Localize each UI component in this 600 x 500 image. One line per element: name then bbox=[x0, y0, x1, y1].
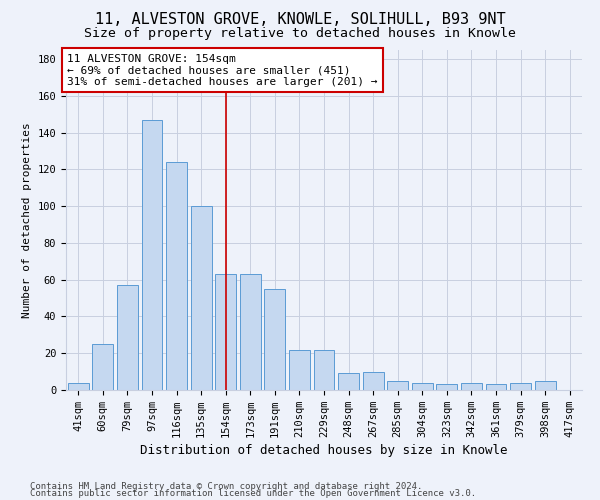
Bar bbox=[412, 382, 433, 390]
Bar bbox=[510, 382, 531, 390]
Bar bbox=[535, 381, 556, 390]
Bar bbox=[166, 162, 187, 390]
Bar bbox=[142, 120, 163, 390]
Text: 11 ALVESTON GROVE: 154sqm
← 69% of detached houses are smaller (451)
31% of semi: 11 ALVESTON GROVE: 154sqm ← 69% of detac… bbox=[67, 54, 378, 87]
Bar bbox=[215, 274, 236, 390]
Bar bbox=[191, 206, 212, 390]
Bar bbox=[68, 382, 89, 390]
Bar bbox=[265, 289, 286, 390]
Bar bbox=[240, 274, 261, 390]
Text: 11, ALVESTON GROVE, KNOWLE, SOLIHULL, B93 9NT: 11, ALVESTON GROVE, KNOWLE, SOLIHULL, B9… bbox=[95, 12, 505, 28]
Bar bbox=[461, 382, 482, 390]
Bar bbox=[92, 344, 113, 390]
X-axis label: Distribution of detached houses by size in Knowle: Distribution of detached houses by size … bbox=[140, 444, 508, 457]
Bar bbox=[485, 384, 506, 390]
Bar bbox=[436, 384, 457, 390]
Bar bbox=[314, 350, 334, 390]
Bar bbox=[387, 381, 408, 390]
Text: Contains HM Land Registry data © Crown copyright and database right 2024.: Contains HM Land Registry data © Crown c… bbox=[30, 482, 422, 491]
Bar bbox=[338, 374, 359, 390]
Bar bbox=[362, 372, 383, 390]
Y-axis label: Number of detached properties: Number of detached properties bbox=[22, 122, 32, 318]
Bar bbox=[289, 350, 310, 390]
Bar bbox=[117, 285, 138, 390]
Text: Contains public sector information licensed under the Open Government Licence v3: Contains public sector information licen… bbox=[30, 490, 476, 498]
Text: Size of property relative to detached houses in Knowle: Size of property relative to detached ho… bbox=[84, 28, 516, 40]
